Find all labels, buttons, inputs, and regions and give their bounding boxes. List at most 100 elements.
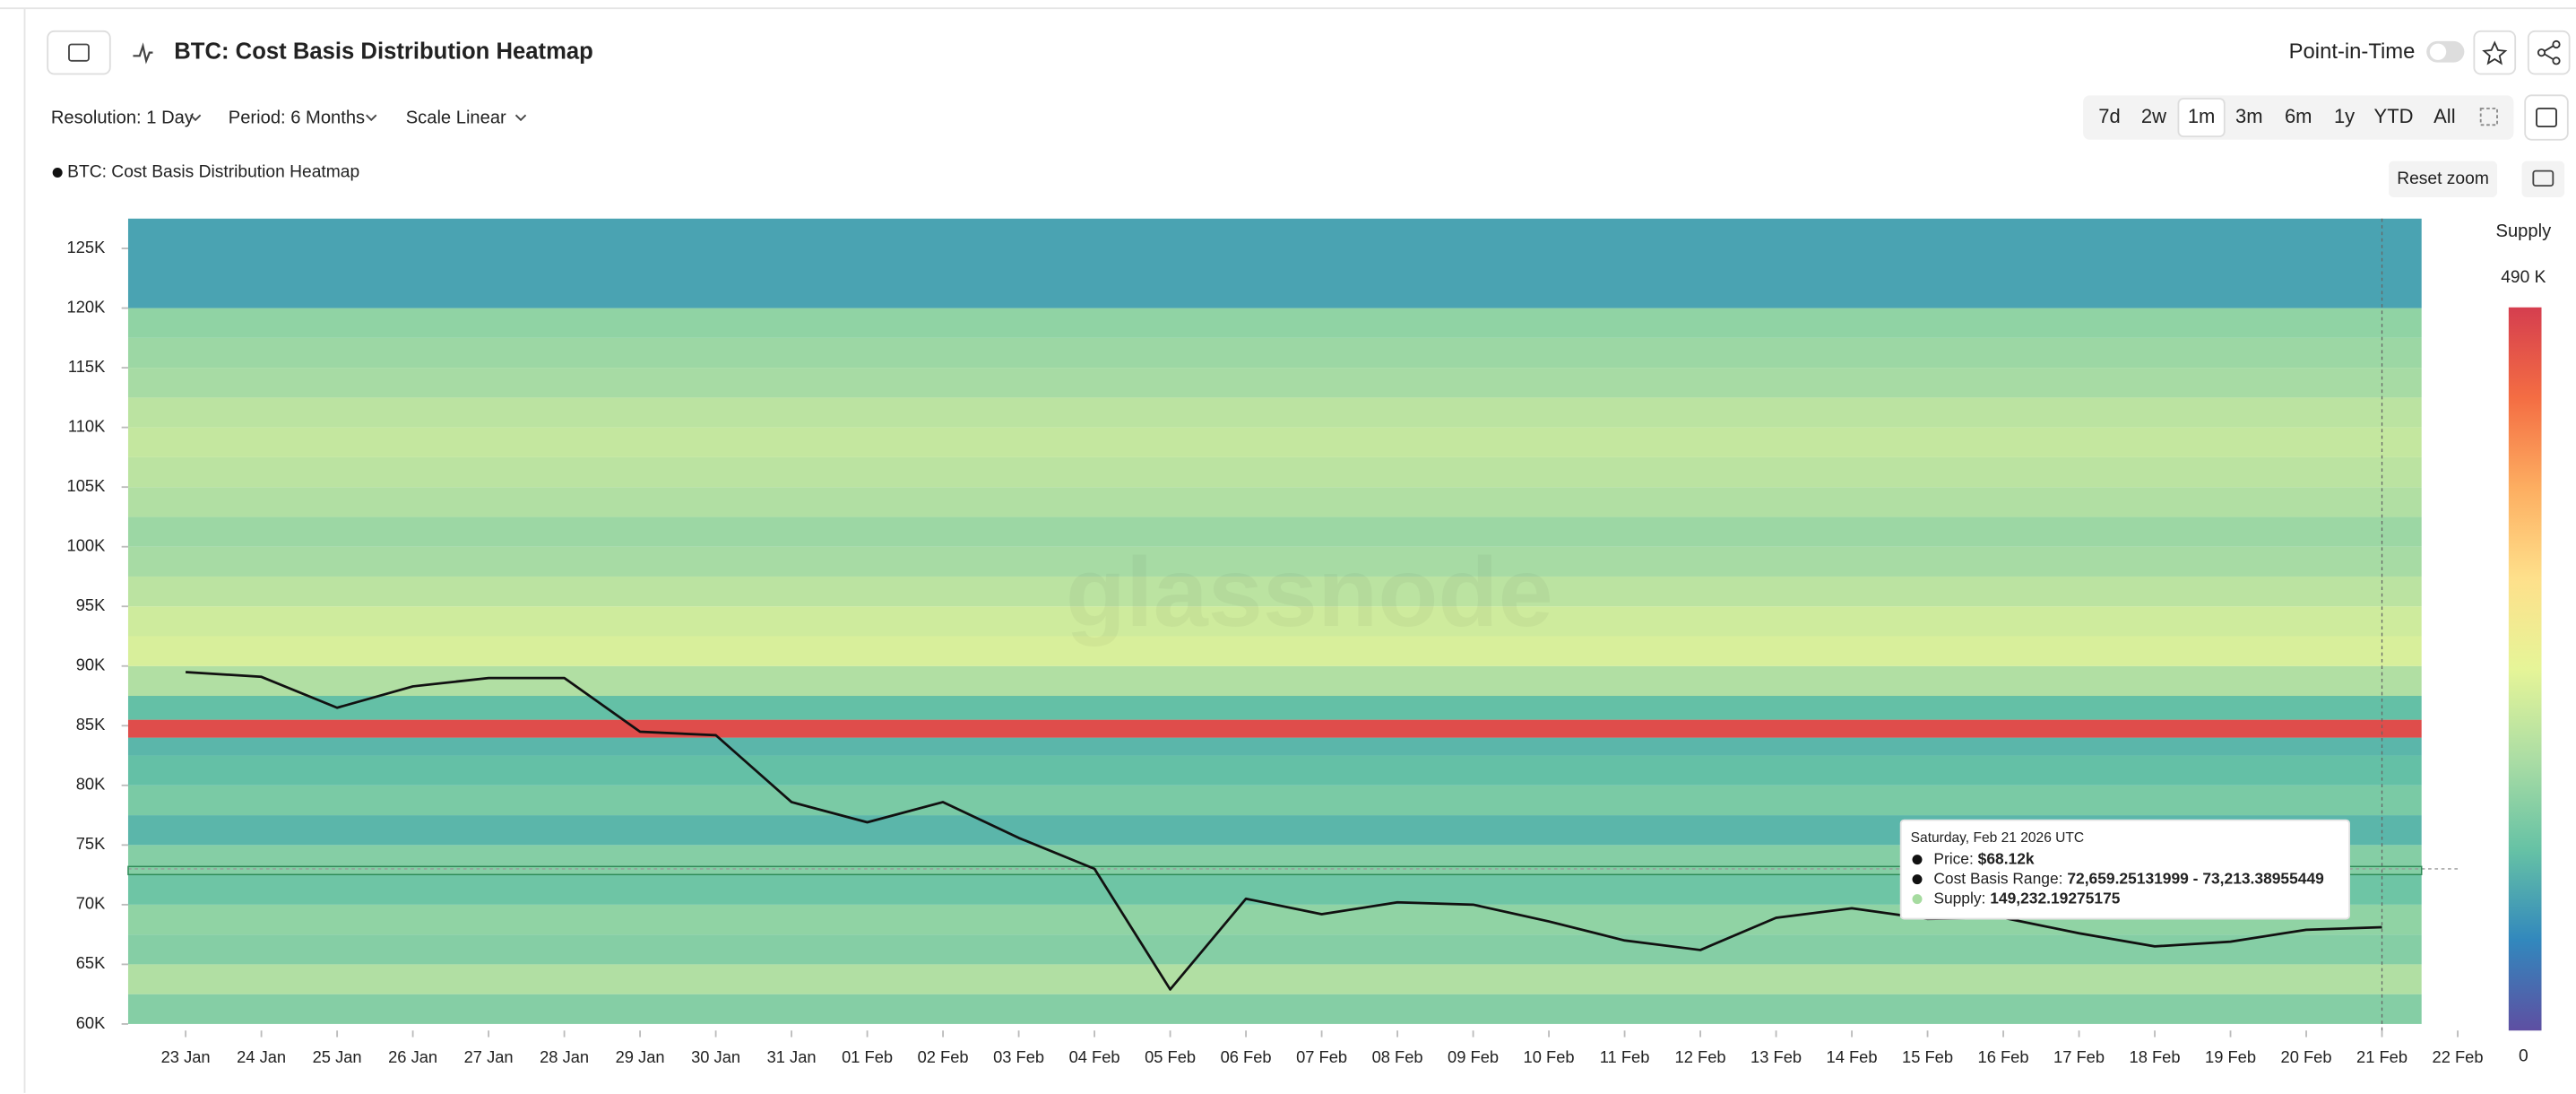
y-tick-label: 115K bbox=[68, 357, 106, 376]
x-tick-label: 13 Feb bbox=[1750, 1047, 1802, 1066]
heatmap-band bbox=[127, 308, 2422, 338]
range-buttons: 7d 2w 1m 3m 6m 1y YTD All bbox=[2098, 98, 2498, 138]
x-tick-label: 06 Feb bbox=[1221, 1047, 1272, 1066]
x-tick-label: 16 Feb bbox=[1978, 1047, 2029, 1066]
y-tick-label: 60K bbox=[76, 1013, 106, 1032]
scale-dropdown[interactable]: Scale Linear bbox=[406, 108, 506, 127]
chevron bbox=[514, 114, 527, 122]
heatmap-band bbox=[127, 737, 2422, 756]
colorbar-tick-label: 490 K bbox=[2501, 268, 2546, 287]
range-button[interactable]: 1y bbox=[2334, 105, 2355, 127]
tooltip-range-value: 72,659.25131999 - 73,213.38955449 bbox=[2067, 869, 2324, 887]
range-button[interactable]: 2w bbox=[2141, 105, 2166, 127]
x-tick-label: 23 Jan bbox=[161, 1047, 211, 1066]
reset-zoom-label: Reset zoom bbox=[2397, 169, 2489, 188]
x-tick-label: 30 Jan bbox=[691, 1047, 740, 1066]
tooltip-date: Saturday, Feb 21 2026 UTC bbox=[1911, 830, 2084, 846]
heatmap-band bbox=[127, 696, 2422, 720]
tooltip-price-label: Price: bbox=[1933, 849, 1973, 867]
chevron bbox=[366, 114, 377, 122]
y-tick-label: 65K bbox=[76, 953, 106, 972]
range-button[interactable]: 1m bbox=[2188, 105, 2216, 127]
price-line bbox=[186, 671, 2382, 991]
tooltip-supply: Supply: 149,232.19275175 bbox=[1933, 889, 2120, 907]
x-tick-label: 03 Feb bbox=[993, 1047, 1044, 1066]
x-tick-label: 17 Feb bbox=[2053, 1047, 2105, 1066]
y-tick-label: 75K bbox=[76, 834, 106, 853]
colorbar-tick-label: 0 bbox=[2519, 1047, 2528, 1066]
heatmap-band bbox=[127, 785, 2422, 816]
screenshot-button[interactable] bbox=[2521, 161, 2565, 197]
legend-dot bbox=[52, 167, 63, 178]
x-tick-label: 12 Feb bbox=[1675, 1047, 1726, 1066]
point-in-time-label: Point-in-Time bbox=[2289, 39, 2416, 64]
sidebar-toggle[interactable] bbox=[47, 30, 111, 75]
heatmap-band bbox=[127, 576, 2422, 607]
heatmap-band bbox=[127, 517, 2422, 547]
x-tick-label: 02 Feb bbox=[918, 1047, 969, 1066]
heatmap-band bbox=[127, 606, 2422, 637]
chevron bbox=[189, 114, 202, 122]
heatmap-band bbox=[127, 546, 2422, 577]
x-tick-label: 21 Feb bbox=[2356, 1047, 2407, 1066]
y-tick-label: 95K bbox=[76, 595, 106, 614]
heatmap-band bbox=[127, 755, 2422, 786]
period-dropdown[interactable]: Period: 6 Months bbox=[229, 108, 365, 127]
heatmap-band bbox=[127, 665, 2422, 697]
heatmap-band bbox=[127, 934, 2422, 965]
tooltip-supply-label: Supply: bbox=[1933, 889, 1985, 907]
y-tick-label: 110K bbox=[68, 416, 106, 435]
tooltip-dot bbox=[1912, 855, 1923, 865]
tooltip-range: Cost Basis Range: 72,659.25131999 - 73,2… bbox=[1933, 869, 2324, 887]
tooltip-range-label: Cost Basis Range: bbox=[1933, 869, 2062, 887]
favorite-button[interactable] bbox=[2473, 30, 2517, 75]
calendar-icon bbox=[2536, 108, 2557, 128]
heatmap-band bbox=[127, 994, 2422, 1024]
resolution-dropdown[interactable]: Resolution: 1 Day bbox=[51, 108, 194, 127]
range-button[interactable]: YTD bbox=[2374, 105, 2414, 127]
range-button[interactable]: 6m bbox=[2285, 105, 2312, 127]
range-selected bbox=[2177, 98, 2226, 138]
heatmap-band bbox=[127, 218, 2422, 308]
tooltip-box bbox=[1899, 819, 2350, 920]
share-button[interactable] bbox=[2527, 30, 2571, 75]
heatmap-band bbox=[127, 719, 2422, 738]
x-tick-label: 11 Feb bbox=[1600, 1047, 1650, 1066]
zoom-select-icon bbox=[2479, 108, 2498, 126]
x-tick-label: 27 Jan bbox=[464, 1047, 514, 1066]
heatmap-band bbox=[127, 487, 2422, 517]
tooltip-dot bbox=[1912, 894, 1923, 905]
calendar-button[interactable] bbox=[2524, 94, 2569, 141]
tooltip: Saturday, Feb 21 2026 UTC Price: $68.12k… bbox=[1899, 819, 2350, 920]
reset-zoom-button[interactable] bbox=[2389, 161, 2498, 197]
hover-bin bbox=[127, 865, 2423, 876]
tooltip-price-value: $68.12k bbox=[1978, 849, 2035, 867]
x-tick-label: 01 Feb bbox=[842, 1047, 893, 1066]
x-tick-label: 31 Jan bbox=[767, 1047, 817, 1066]
star-icon bbox=[2482, 40, 2508, 65]
sidebar-icon bbox=[68, 43, 90, 62]
y-tick-label: 125K bbox=[67, 238, 107, 256]
y-tick-label: 85K bbox=[76, 715, 106, 734]
heatmap-band bbox=[127, 427, 2422, 457]
y-tick-label: 90K bbox=[76, 656, 106, 674]
toggle-knob bbox=[2429, 43, 2447, 60]
range-button[interactable]: All bbox=[2433, 105, 2455, 127]
tooltip-price: Price: $68.12k bbox=[1933, 849, 2035, 867]
x-tick-label: 24 Jan bbox=[237, 1047, 286, 1066]
colorbar-title: Supply bbox=[2496, 221, 2553, 241]
range-button[interactable]: 7d bbox=[2098, 105, 2120, 127]
y-tick-label: 80K bbox=[76, 775, 106, 794]
y-tick-label: 105K bbox=[67, 476, 107, 495]
y-tick-label: 120K bbox=[67, 297, 107, 316]
x-tick-label: 19 Feb bbox=[2205, 1047, 2256, 1066]
tooltip-supply-value: 149,232.19275175 bbox=[1990, 889, 2121, 907]
camera-icon bbox=[2532, 169, 2554, 187]
x-tick-label: 26 Jan bbox=[388, 1047, 437, 1066]
x-tick-label: 04 Feb bbox=[1069, 1047, 1120, 1066]
x-tick-label: 25 Jan bbox=[313, 1047, 362, 1066]
legend-label[interactable]: BTC: Cost Basis Distribution Heatmap bbox=[67, 163, 359, 182]
range-button[interactable]: 3m bbox=[2235, 105, 2263, 127]
heatmap-band bbox=[127, 397, 2422, 428]
